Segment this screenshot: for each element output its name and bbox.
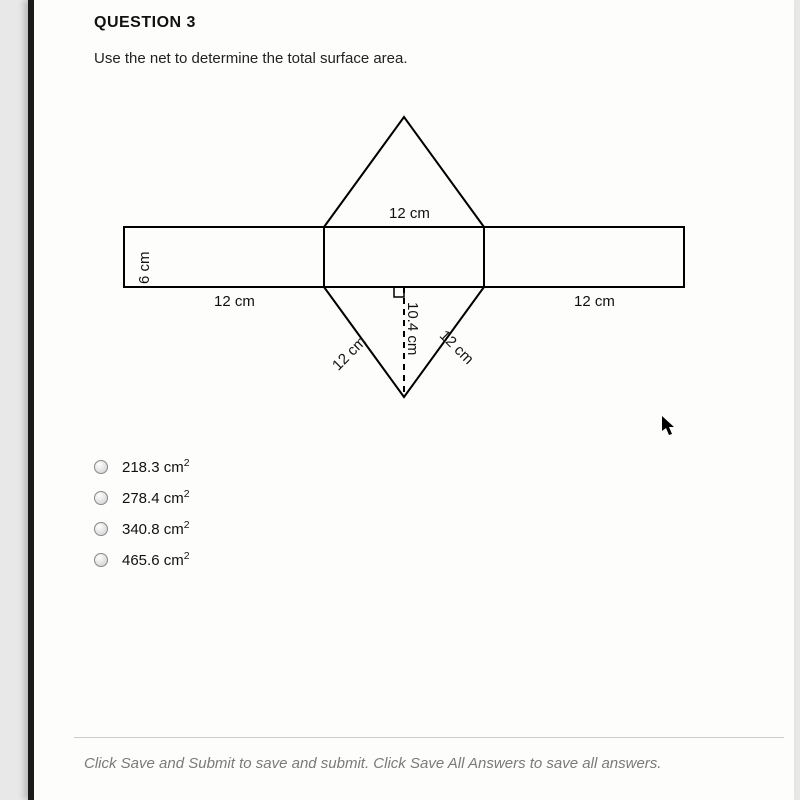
page-card: QUESTION 3 Use the net to determine the … xyxy=(28,0,794,800)
footer-hint: Click Save and Submit to save and submit… xyxy=(84,755,661,772)
radio-icon xyxy=(94,553,108,567)
question-title: QUESTION 3 xyxy=(94,14,774,32)
answer-options: 218.3 cm2 278.4 cm2 340.8 cm2 xyxy=(94,457,774,569)
question-prompt: Use the net to determine the total surfa… xyxy=(94,50,774,67)
radio-icon xyxy=(94,522,108,536)
option-exp: 2 xyxy=(184,457,190,469)
option-unit: cm xyxy=(164,552,184,569)
divider xyxy=(74,737,784,738)
option-text: 218.3 cm2 xyxy=(122,457,190,476)
rect-mid xyxy=(324,227,484,287)
option-value: 340.8 xyxy=(122,521,160,538)
label-left-bottom: 12 cm xyxy=(214,293,255,310)
option-exp: 2 xyxy=(184,519,190,531)
right-angle-marker xyxy=(394,287,404,297)
option-value: 465.6 xyxy=(122,552,160,569)
cursor-icon xyxy=(662,416,678,442)
option-exp: 2 xyxy=(184,488,190,500)
rect-right xyxy=(484,227,684,287)
option-c[interactable]: 340.8 cm2 xyxy=(94,519,774,538)
option-value: 278.4 xyxy=(122,490,160,507)
net-diagram: 12 cm 12 cm 12 cm 6 cm 10.4 cm 12 cm 12 … xyxy=(94,87,734,437)
rect-left xyxy=(124,227,324,287)
option-d[interactable]: 465.6 cm2 xyxy=(94,550,774,569)
option-b[interactable]: 278.4 cm2 xyxy=(94,488,774,507)
option-exp: 2 xyxy=(184,550,190,562)
option-unit: cm xyxy=(164,459,184,476)
question-block: QUESTION 3 Use the net to determine the … xyxy=(94,14,774,581)
option-text: 278.4 cm2 xyxy=(122,488,190,507)
option-unit: cm xyxy=(164,521,184,538)
label-mid-top: 12 cm xyxy=(389,205,430,222)
radio-icon xyxy=(94,460,108,474)
label-height: 6 cm xyxy=(136,251,153,284)
diagram-svg xyxy=(94,87,734,437)
option-text: 340.8 cm2 xyxy=(122,519,190,538)
label-right-bottom: 12 cm xyxy=(574,293,615,310)
option-text: 465.6 cm2 xyxy=(122,550,190,569)
radio-icon xyxy=(94,491,108,505)
option-value: 218.3 xyxy=(122,459,160,476)
option-unit: cm xyxy=(164,490,184,507)
label-tri-height: 10.4 cm xyxy=(404,302,421,355)
option-a[interactable]: 218.3 cm2 xyxy=(94,457,774,476)
